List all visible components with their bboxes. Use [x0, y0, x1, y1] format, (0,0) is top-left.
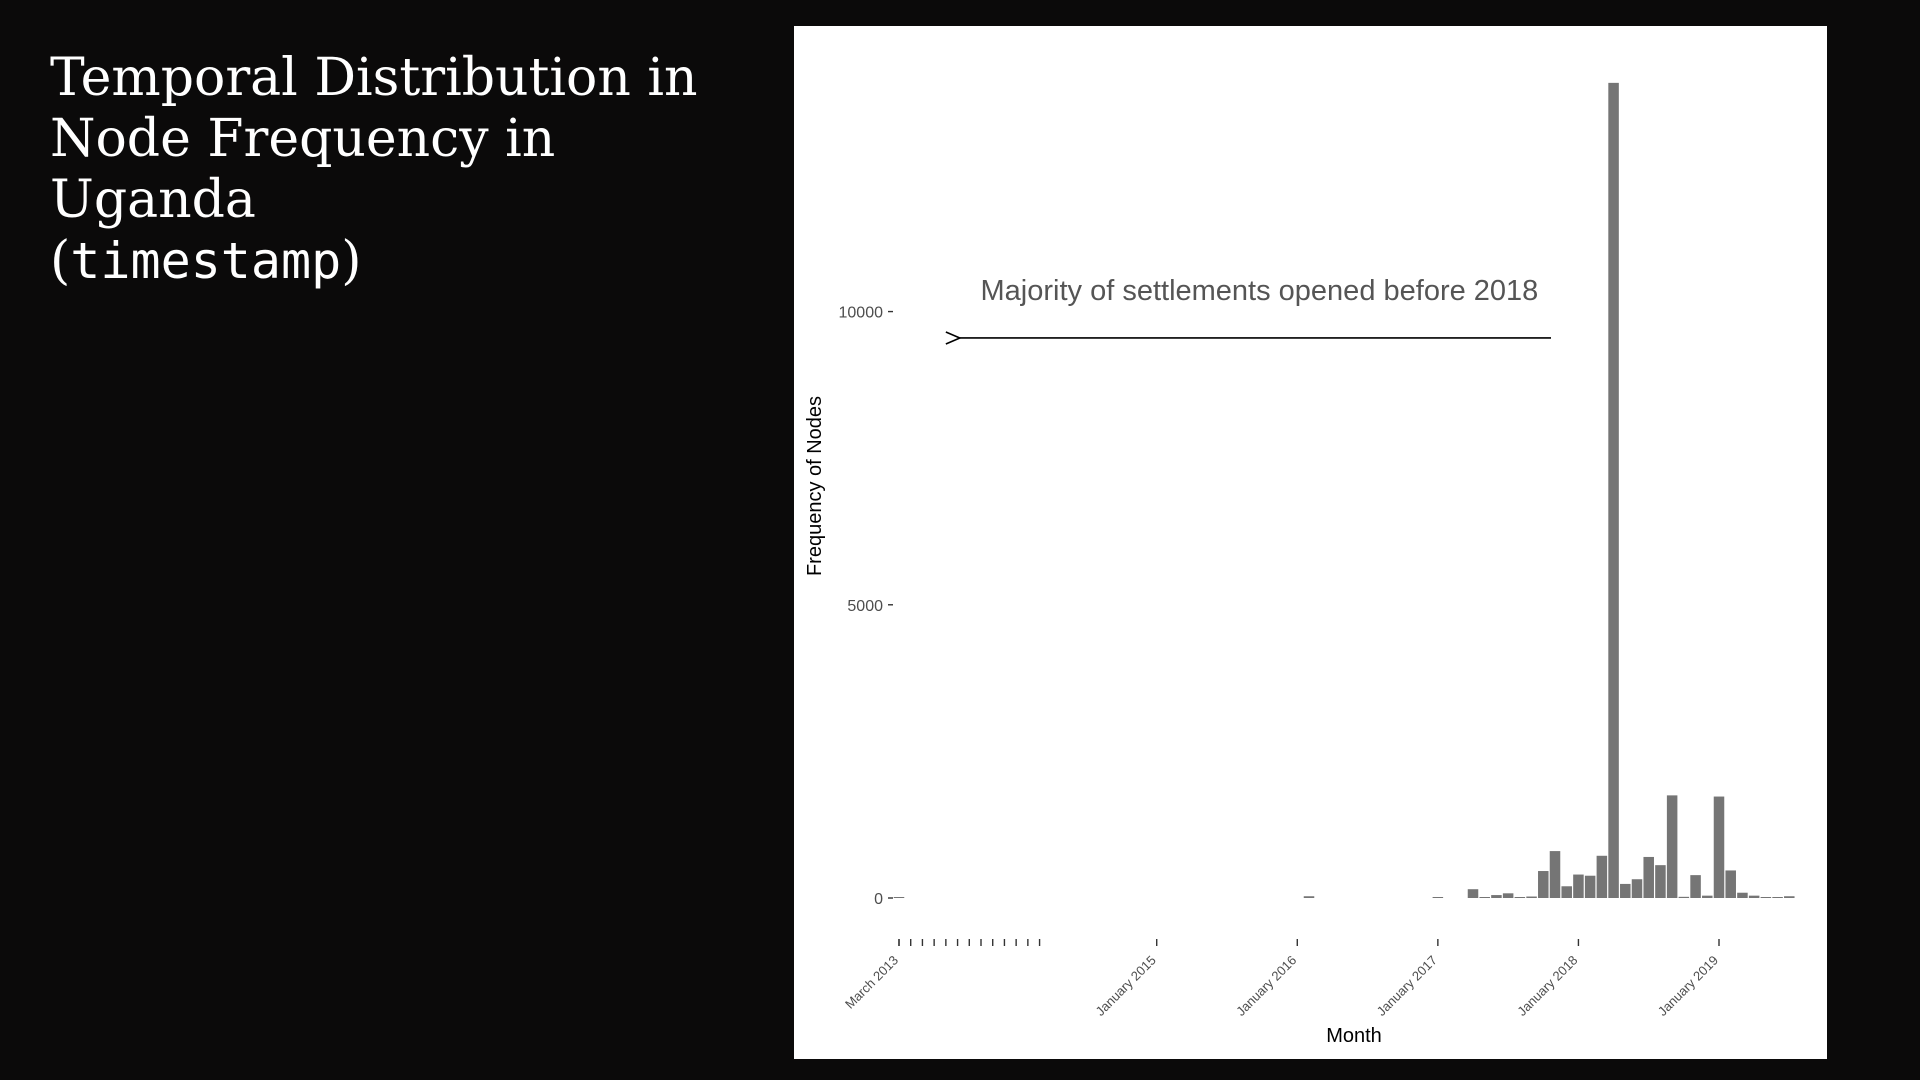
bar-2018-01	[1573, 874, 1584, 898]
bar-2017-11	[1549, 851, 1561, 898]
bar-2018-12	[1702, 895, 1713, 898]
bar-2018-09	[1666, 795, 1678, 898]
bar-2017-08	[1514, 897, 1526, 898]
bar-2018-03	[1596, 855, 1608, 898]
x-tick-label: January 2016	[1233, 953, 1299, 1019]
bar-2017-06	[1491, 895, 1502, 898]
bar-2017-01	[1432, 897, 1444, 898]
bar-2019-07	[1784, 896, 1795, 898]
x-tick-label: January 2019	[1655, 953, 1721, 1019]
histogram-chart: 0 5000 10000 March 2013 January 2015 January…	[804, 82, 1795, 1047]
x-axis: March 2013 January 2015 January 2016 Januar…	[842, 939, 1721, 1019]
bar-2019-02	[1725, 870, 1736, 898]
bar-2017-10	[1538, 871, 1549, 898]
bar-2018-05	[1620, 883, 1631, 898]
bar-2018-06	[1631, 879, 1643, 898]
y-axis-title: Frequency of Nodes	[804, 396, 826, 576]
bar-2019-03	[1737, 892, 1748, 898]
bar-2018-08	[1655, 865, 1666, 898]
chart-panel: 0 5000 10000 March 2013 January 2015 January…	[794, 26, 1827, 1059]
slide-title: Temporal Distribution in Node Frequency …	[50, 48, 770, 292]
y-tick-label: 10000	[839, 305, 884, 322]
x-tick-label: March 2013	[842, 953, 901, 1012]
x-axis-title: Month	[1326, 1025, 1382, 1047]
bar-2018-04	[1608, 82, 1619, 899]
y-tick-label: 0	[874, 891, 883, 908]
bar-2019-06	[1772, 897, 1783, 898]
bar-2018-10	[1678, 896, 1690, 898]
bar-2016-02	[1303, 896, 1315, 898]
bar-2017-07	[1502, 893, 1514, 898]
bar-2017-09	[1526, 896, 1537, 898]
bar-2018-07	[1643, 856, 1654, 898]
x-tick-label: January 2015	[1093, 953, 1159, 1019]
title-paren-open: (	[50, 231, 71, 291]
title-line-1: Temporal Distribution in	[50, 48, 698, 108]
y-tick-label: 5000	[847, 598, 883, 615]
bar-2019-05	[1760, 897, 1772, 898]
bar-2019-01	[1713, 796, 1725, 898]
title-line-2: Node Frequency in Uganda	[50, 109, 556, 230]
x-tick-label: January 2017	[1374, 953, 1440, 1019]
annotation-text: Majority of settlements opened before 20…	[981, 275, 1539, 307]
title-paren-close: )	[341, 231, 362, 291]
bar-2018-02	[1584, 875, 1596, 898]
y-axis: 0 5000 10000	[839, 305, 893, 908]
bar-2013-03	[893, 897, 905, 898]
bar-2019-04	[1748, 895, 1760, 898]
bars	[893, 82, 1795, 899]
bar-2017-05	[1479, 897, 1490, 898]
bar-2017-04	[1467, 889, 1479, 898]
title-code: timestamp	[70, 232, 342, 290]
bar-2018-11	[1690, 875, 1701, 898]
bar-2017-12	[1561, 886, 1572, 898]
x-tick-label: January 2018	[1514, 953, 1580, 1019]
